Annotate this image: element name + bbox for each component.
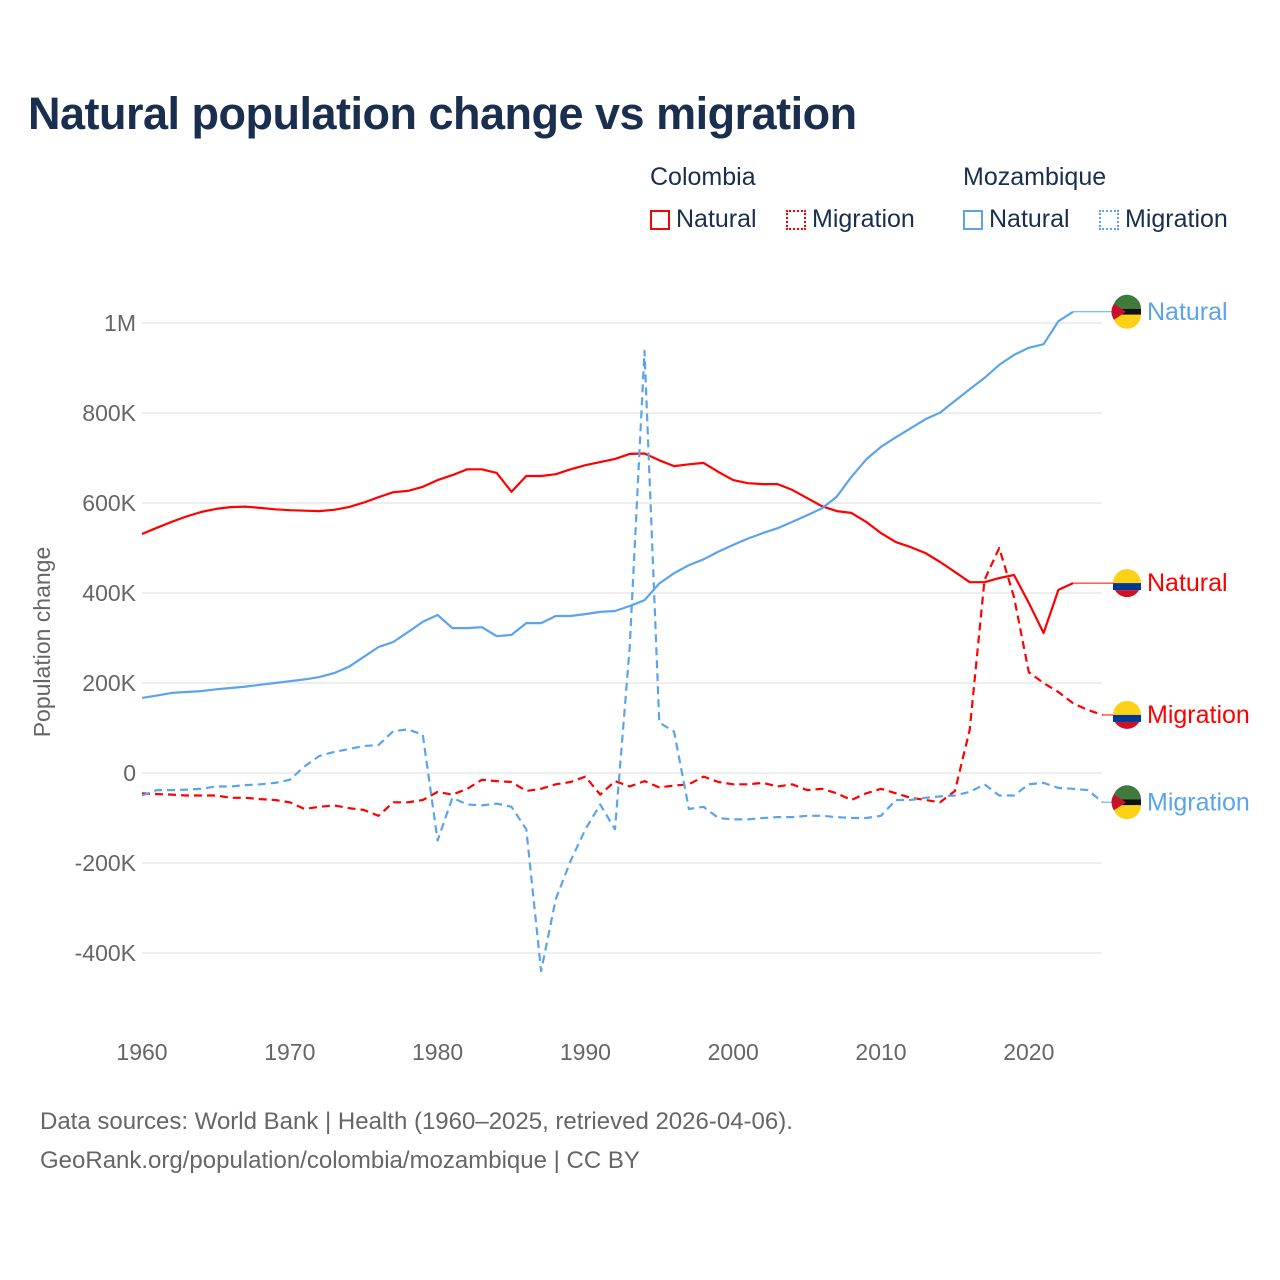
legend-group-colombia: Colombia Natural Migration (650, 163, 915, 233)
series-end-label: Migration (1147, 788, 1250, 816)
flag-stripe (1113, 700, 1141, 715)
legend-item-colombia-natural[interactable]: Natural (650, 205, 757, 234)
flag-stripe (1113, 805, 1141, 820)
legend-label: Migration (812, 205, 915, 233)
y-tick-label: 0 (123, 760, 136, 786)
series-line-mozambique-natural (141, 310, 1074, 699)
series-end-label: Natural (1147, 569, 1228, 597)
flag-stripe (1113, 714, 1141, 722)
y-tick-label: 800K (82, 400, 136, 426)
legend-label: Natural (676, 205, 757, 233)
y-tick-label: 400K (82, 580, 136, 606)
flag-stripe (1113, 308, 1141, 315)
flag-stripe (1114, 721, 1140, 729)
footer-link[interactable]: GeoRank.org/population/colombia/mozambiq… (40, 1147, 640, 1174)
x-tick-label: 1970 (264, 1039, 315, 1065)
legend-swatch-solid (963, 209, 983, 230)
y-axis-label: Population change (29, 547, 55, 738)
y-tick-label: 1M (104, 310, 136, 336)
mozambique-flag-icon (1111, 294, 1141, 329)
x-tick-label: 1960 (116, 1039, 167, 1065)
legend-group-title: Colombia (650, 163, 756, 191)
colombia-flag-icon (1113, 700, 1141, 729)
series-line-colombia-migration (141, 546, 1104, 817)
flag-stripe (1113, 314, 1141, 329)
flag-stripe (1113, 583, 1141, 591)
series-line-mozambique-migration (141, 349, 1104, 973)
legend-item-colombia-migration[interactable]: Migration (786, 205, 915, 234)
series-end-label: Natural (1147, 298, 1228, 326)
flag-stripe (1113, 799, 1141, 806)
x-tick-label: 1980 (412, 1039, 463, 1065)
flag-stripe (1113, 294, 1141, 309)
legend-group-title: Mozambique (963, 163, 1107, 191)
y-tick-label: 200K (82, 670, 136, 696)
x-tick-label: 2000 (708, 1039, 759, 1065)
series-line-colombia-natural (141, 452, 1074, 635)
legend-item-mozambique-natural[interactable]: Natural (963, 205, 1070, 234)
mozambique-flag-icon (1111, 785, 1141, 820)
flag-triangle (1111, 794, 1126, 811)
flag-stripe (1113, 569, 1141, 584)
legend-group-mozambique: Mozambique Natural Migration (963, 163, 1228, 233)
series-end-label: Migration (1147, 701, 1250, 729)
x-tick-label: 2010 (855, 1039, 906, 1065)
footer-sources: Data sources: World Bank | Health (1960–… (40, 1108, 793, 1135)
legend-swatch-dotted (786, 209, 806, 230)
y-tick-label: 600K (82, 490, 136, 516)
x-tick-label: 2020 (1003, 1039, 1054, 1065)
colombia-flag-icon (1113, 569, 1141, 598)
x-tick-label: 1990 (560, 1039, 611, 1065)
legend-label: Natural (989, 205, 1070, 233)
flag-stripe (1113, 785, 1141, 800)
legend-label: Migration (1125, 205, 1228, 233)
flag-stripe (1114, 590, 1140, 598)
flag-triangle (1111, 303, 1126, 320)
chart-title: Natural population change vs migration (28, 88, 857, 139)
legend-item-mozambique-migration[interactable]: Migration (1099, 205, 1228, 234)
legend-swatch-dotted (1099, 209, 1119, 230)
y-tick-label: -200K (75, 850, 137, 876)
legend-swatch-solid (650, 209, 670, 230)
y-tick-label: -400K (75, 940, 137, 966)
